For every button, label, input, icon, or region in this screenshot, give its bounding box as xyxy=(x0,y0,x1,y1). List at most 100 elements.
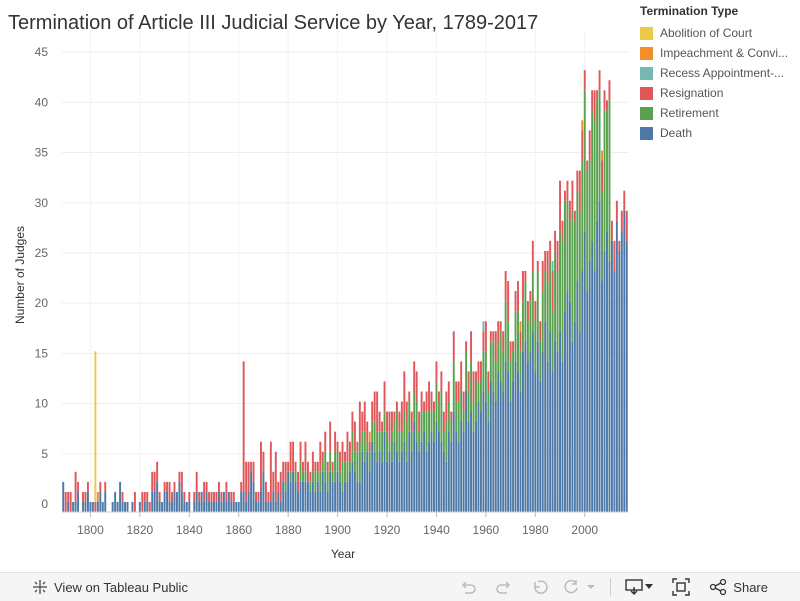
undo-button[interactable] xyxy=(454,575,482,599)
bar-segment xyxy=(331,481,334,512)
bar-segment xyxy=(203,481,206,502)
legend-swatch xyxy=(640,86,653,100)
bar-segment xyxy=(576,170,579,191)
bar-segment xyxy=(215,491,218,502)
bar-segment xyxy=(94,351,97,502)
bar-segment xyxy=(447,381,450,402)
legend-item-retirement[interactable]: Retirement xyxy=(640,103,798,123)
bar-segment xyxy=(247,461,250,492)
legend-item-recess[interactable]: Recess Appointment-... xyxy=(640,63,798,83)
bar-segment xyxy=(198,491,201,502)
bar-segment xyxy=(561,220,564,241)
bar-segment xyxy=(358,401,361,442)
bar-segment xyxy=(386,461,388,512)
bar-segment xyxy=(497,341,500,372)
bar-segment xyxy=(586,291,589,512)
bar-segment xyxy=(205,481,208,492)
bar-segment xyxy=(361,431,364,452)
bar-segment xyxy=(539,321,542,342)
bar-segment xyxy=(255,491,257,502)
bar-segment xyxy=(591,110,594,241)
x-tick-label: 1980 xyxy=(522,523,549,537)
x-tick-label: 1920 xyxy=(374,523,401,537)
bar-segment xyxy=(561,361,564,512)
bar-segment xyxy=(267,501,270,512)
bar-segment xyxy=(625,240,628,512)
bar-segment xyxy=(410,431,413,452)
revert-button[interactable] xyxy=(526,575,554,599)
bar-segment xyxy=(601,150,604,161)
bar-segment xyxy=(395,411,398,452)
bar-segment xyxy=(72,501,75,512)
fullscreen-button[interactable] xyxy=(667,575,695,599)
bar-segment xyxy=(175,491,178,512)
legend-item-abolition[interactable]: Abolition of Court xyxy=(640,23,798,43)
bar-segment xyxy=(625,210,628,241)
bar-segment xyxy=(492,331,495,342)
bar-segment xyxy=(398,431,401,462)
bar-segment xyxy=(390,461,393,512)
bar-segment xyxy=(618,240,621,251)
bar-segment xyxy=(437,431,440,512)
bar-segment xyxy=(183,501,186,512)
bar-segment xyxy=(82,501,84,512)
bar-segment xyxy=(393,441,396,512)
bar-segment xyxy=(373,451,376,512)
bar-segment xyxy=(156,481,159,512)
bar-segment xyxy=(245,461,248,502)
bar-segment xyxy=(94,501,97,512)
bar-segment xyxy=(353,421,356,452)
bar-segment xyxy=(591,90,594,111)
x-tick-label: 1840 xyxy=(176,523,203,537)
bar-segment xyxy=(180,471,183,492)
bar-segment xyxy=(235,501,238,512)
bar-segment xyxy=(413,391,416,422)
bar-segment xyxy=(465,351,468,392)
bar-segment xyxy=(316,471,319,482)
bar-segment xyxy=(433,411,435,442)
legend-item-resignation[interactable]: Resignation xyxy=(640,83,798,103)
refresh-button[interactable] xyxy=(560,575,584,599)
bar-segment xyxy=(482,391,485,512)
bar-segment xyxy=(143,501,146,512)
bar-segment xyxy=(289,441,292,472)
bar-segment xyxy=(541,260,544,292)
bar-segment xyxy=(420,391,423,412)
bar-segment xyxy=(314,471,317,492)
bar-segment xyxy=(173,481,176,492)
bar-segment xyxy=(353,451,356,472)
share-icon xyxy=(710,578,727,596)
view-on-tableau-link[interactable]: View on Tableau Public xyxy=(32,579,188,595)
bar-segment xyxy=(566,180,569,201)
bar-segment xyxy=(541,351,544,512)
bar-segment xyxy=(536,260,539,271)
legend-item-impeachment[interactable]: Impeachment & Convi... xyxy=(640,43,798,63)
bar-segment xyxy=(356,451,359,482)
x-axis-ticks: 1800 1820 1840 1860 1880 1900 1920 1940 1960 1980… xyxy=(77,512,598,537)
bar-segment xyxy=(341,491,344,512)
share-button[interactable]: Share xyxy=(709,575,768,599)
bar-segment xyxy=(319,441,322,472)
bar-segment xyxy=(435,381,438,422)
bar-segment xyxy=(309,481,312,492)
legend-item-death[interactable]: Death xyxy=(640,123,798,143)
refresh-menu-button[interactable] xyxy=(584,575,598,599)
bar-segment xyxy=(331,471,334,482)
bar-segment xyxy=(64,491,67,512)
bar-segment xyxy=(346,481,349,512)
bar-segment xyxy=(339,481,342,512)
bar-segment xyxy=(475,371,477,382)
bar-segment xyxy=(413,361,416,392)
bar-segment xyxy=(566,200,569,292)
bar-segment xyxy=(519,391,522,512)
bar-segment xyxy=(413,421,416,512)
redo-button[interactable] xyxy=(490,575,518,599)
y-tick-label: 30 xyxy=(35,196,49,210)
bar-segment xyxy=(521,351,524,512)
bar-segment xyxy=(346,431,349,462)
bar-segment xyxy=(455,401,458,432)
download-button[interactable] xyxy=(623,575,655,599)
legend-label: Death xyxy=(660,126,693,140)
bar-segment xyxy=(606,110,608,231)
bar-segment xyxy=(69,491,72,512)
